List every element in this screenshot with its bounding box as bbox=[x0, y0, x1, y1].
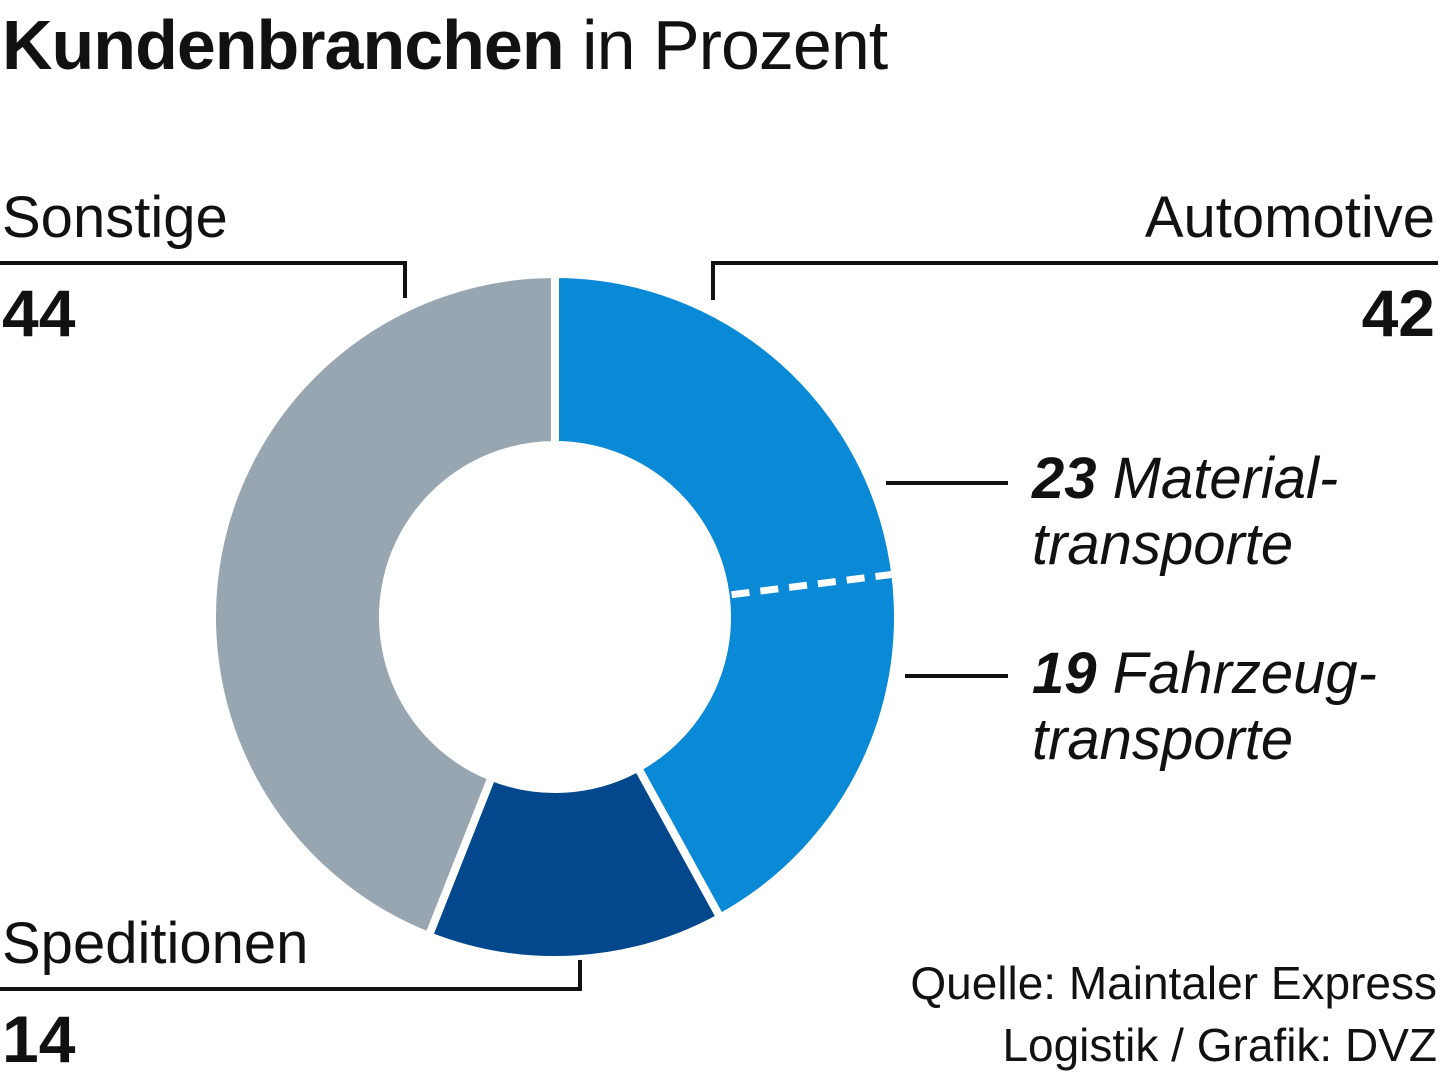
sub-label-materialtransporte: 23 Material- transporte bbox=[1032, 446, 1338, 578]
sub-line1-materialtransporte: Material- bbox=[1112, 446, 1339, 511]
leader-sonstige bbox=[0, 261, 407, 298]
value-sonstige: 44 bbox=[2, 276, 76, 350]
title-bold: Kundenbranchen bbox=[2, 6, 565, 84]
value-automotive: 42 bbox=[1361, 276, 1435, 350]
sub-line1-fahrzeugtransporte: Fahrzeug- bbox=[1112, 641, 1377, 706]
slice-sonstige bbox=[208, 269, 559, 942]
chart-title: Kundenbranchen in Prozent bbox=[2, 0, 888, 90]
label-automotive: Automotive bbox=[1144, 185, 1435, 250]
label-speditionen: Speditionen bbox=[2, 911, 309, 976]
slice-speditionen bbox=[423, 762, 726, 964]
slice-automotive bbox=[551, 269, 902, 924]
value-speditionen: 14 bbox=[2, 1002, 76, 1076]
source-line2: Logistik / Grafik: DVZ bbox=[1002, 1019, 1437, 1071]
title-rest: in Prozent bbox=[582, 6, 888, 84]
sub-label-fahrzeugtransporte: 19 Fahrzeug- transporte bbox=[1032, 641, 1377, 773]
label-sonstige: Sonstige bbox=[2, 185, 228, 250]
sub-line2-materialtransporte: transporte bbox=[1032, 512, 1294, 577]
leader-automotive bbox=[711, 261, 1438, 300]
sub-value-fahrzeugtransporte: 19 bbox=[1032, 641, 1097, 706]
sub-line2-fahrzeugtransporte: transporte bbox=[1032, 707, 1294, 772]
leader-speditionen bbox=[0, 960, 582, 991]
sub-value-materialtransporte: 23 bbox=[1032, 446, 1097, 511]
source-line1: Quelle: Maintaler Express bbox=[910, 957, 1437, 1009]
source-note: Quelle: Maintaler Express Logistik / Gra… bbox=[910, 952, 1437, 1076]
